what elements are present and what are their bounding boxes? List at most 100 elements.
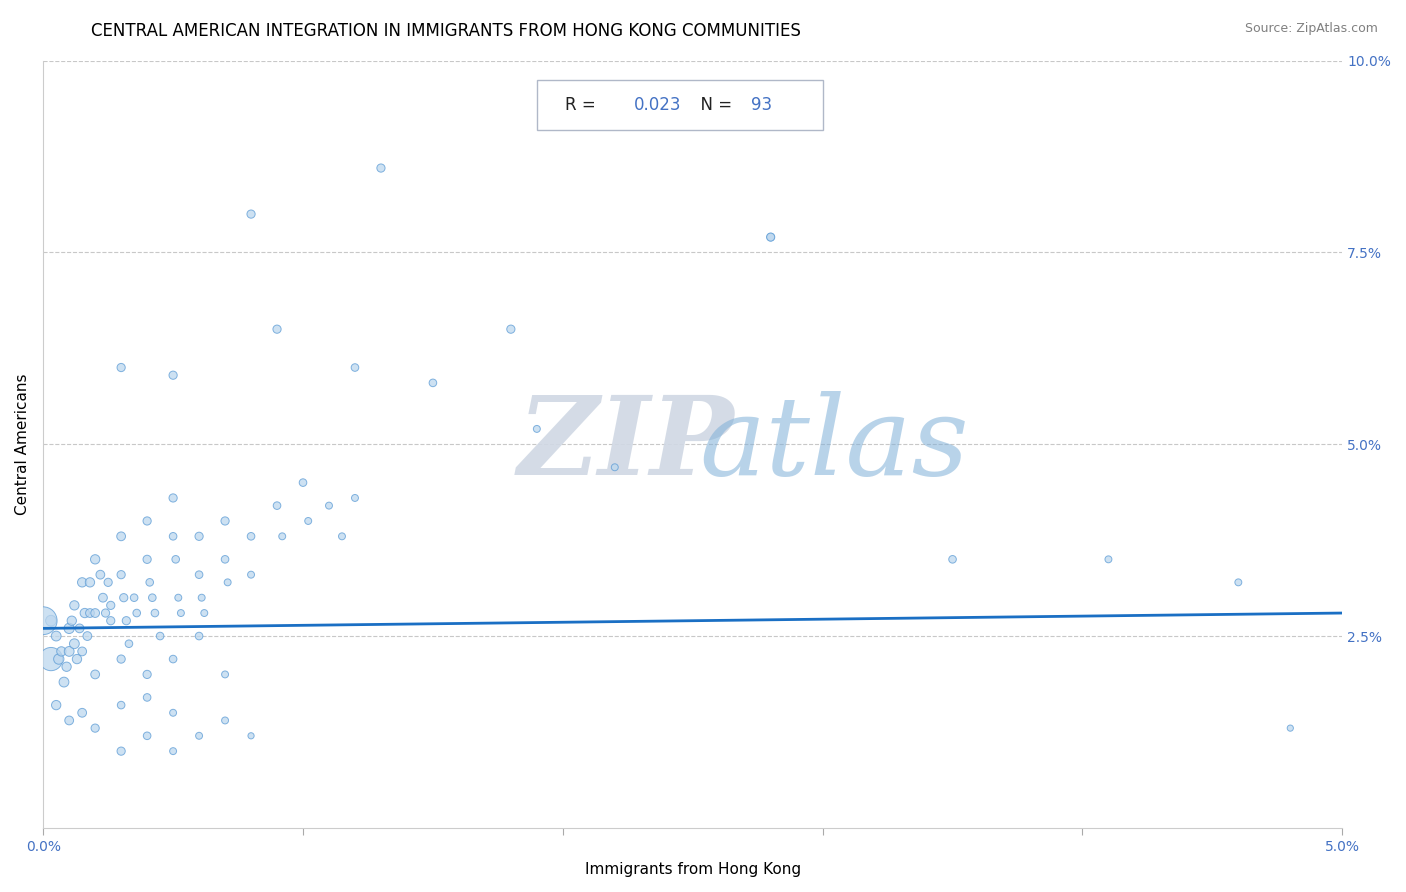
Point [118,637,141,651]
Point [188,629,211,643]
Point [70,644,93,658]
Point [69,621,91,635]
Point [53,675,76,690]
Point [266,322,288,336]
Point [214,714,236,728]
Point [162,652,184,666]
Point [55,659,77,673]
Point [1097,552,1119,566]
Point [110,652,132,666]
Point [84,552,107,566]
Point [190,591,212,605]
Point [240,729,263,743]
Text: ZIP: ZIP [517,391,734,498]
Point [136,667,159,681]
Point [759,230,782,244]
Y-axis label: Central Americans: Central Americans [15,374,30,515]
Point [193,606,215,620]
Point [73,606,96,620]
Point [110,529,132,543]
Point [32,614,55,628]
Text: Source: ZipAtlas.com: Source: ZipAtlas.com [1244,22,1378,36]
Point [136,729,159,743]
Point [318,499,340,513]
Point [188,567,211,582]
Point [271,529,294,543]
Point [266,499,288,513]
Point [100,599,122,613]
Point [39,652,62,666]
Point [110,698,132,712]
Point [214,552,236,566]
Point [188,529,211,543]
Point [370,161,392,175]
Point [48,652,70,666]
Point [112,591,135,605]
Point [84,721,107,735]
Point [330,529,353,543]
Point [162,491,184,505]
Point [422,376,444,390]
Point [292,475,315,490]
Text: CENTRAL AMERICAN INTEGRATION IN IMMIGRANTS FROM HONG KONG COMMUNITIES: CENTRAL AMERICAN INTEGRATION IN IMMIGRAN… [91,22,801,40]
X-axis label: Immigrants from Hong Kong: Immigrants from Hong Kong [585,862,801,877]
Point [58,714,80,728]
Text: atlas: atlas [699,391,969,498]
Point [499,322,522,336]
Text: 0.023: 0.023 [634,95,682,114]
Point [162,706,184,720]
Point [70,575,93,590]
Point [84,667,107,681]
Point [149,629,172,643]
Point [170,606,193,620]
Point [51,644,73,658]
Point [122,591,145,605]
Point [136,690,159,705]
Point [84,606,107,620]
Point [58,644,80,658]
Point [79,606,101,620]
Point [79,575,101,590]
Point [297,514,319,528]
Point [214,514,236,528]
Point [63,637,86,651]
Point [66,652,89,666]
Point [76,629,98,643]
Point [162,368,184,383]
Point [165,552,187,566]
Point [526,422,548,436]
Point [167,591,190,605]
Point [1227,575,1250,590]
Text: 93: 93 [751,95,772,114]
Text: R =: R = [565,95,602,114]
Point [214,667,236,681]
Point [110,567,132,582]
Text: N =: N = [690,95,738,114]
Point [240,567,263,582]
Point [94,606,117,620]
Point [125,606,148,620]
Point [240,529,263,543]
Point [136,514,159,528]
Point [188,729,211,743]
Point [110,360,132,375]
Point [58,621,80,635]
Point [70,706,93,720]
Point [60,614,83,628]
Point [162,744,184,758]
Point [97,575,120,590]
Point [941,552,963,566]
Point [63,599,86,613]
Point [45,698,67,712]
Point [115,614,138,628]
Point [343,360,366,375]
Point [343,491,366,505]
Point [138,575,160,590]
Point [91,591,114,605]
Point [110,744,132,758]
Point [89,567,111,582]
Point [759,230,782,244]
Point [217,575,239,590]
Point [603,460,626,475]
Point [141,591,163,605]
